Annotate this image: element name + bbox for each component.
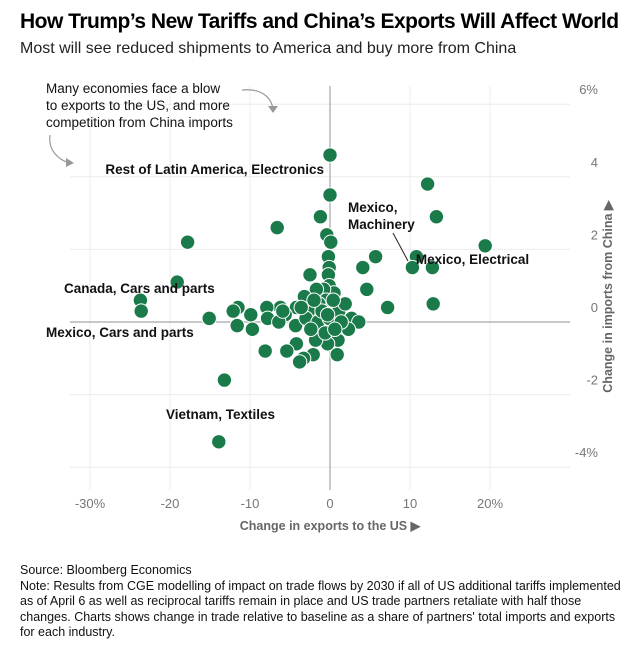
data-point — [359, 281, 375, 298]
x-tick-label: -20 — [161, 496, 180, 511]
data-point — [351, 314, 367, 330]
point-label: Rest of Latin America, Electronics — [105, 162, 324, 177]
data-point — [325, 292, 341, 308]
data-point — [428, 209, 445, 225]
x-axis-label: Change in exports to the US ▶ — [240, 519, 422, 533]
data-point — [302, 267, 318, 283]
point-label: Vietnam, Textiles — [166, 407, 275, 422]
data-point — [327, 321, 343, 337]
data-point — [477, 238, 493, 254]
annotation: Many economies face a blow to exports to… — [46, 81, 278, 167]
data-point — [229, 317, 245, 334]
chart-title: How Trump’s New Tariffs and China’s Expo… — [20, 10, 619, 33]
y-tick-label: 4 — [591, 155, 598, 170]
chart-footer: Source: Bloomberg Economics Note: Result… — [20, 563, 630, 641]
data-point — [329, 346, 345, 363]
data-point — [323, 234, 339, 250]
data-point — [425, 296, 441, 312]
data-point — [275, 303, 291, 319]
x-tick-label: 10 — [403, 496, 417, 511]
point-label: Mexico, Electrical — [416, 252, 529, 267]
x-tick-label: -10 — [241, 496, 260, 511]
data-point — [291, 354, 308, 370]
x-tick-label: -30% — [75, 496, 106, 511]
x-tick-label: 0 — [326, 496, 333, 511]
data-point — [133, 303, 149, 319]
y-axis-label: Change in imports from China ▶ — [601, 199, 615, 393]
data-point — [257, 343, 273, 359]
data-point — [179, 234, 196, 250]
x-tick-label: 20% — [477, 496, 503, 511]
point-labels: Rest of Latin America, Electronics Mexico… — [46, 162, 529, 422]
note-text: Note: Results from CGE modelling of impa… — [20, 578, 621, 640]
point-label: Canada, Cars and parts — [64, 281, 215, 296]
source-text: Source: Bloomberg Economics — [20, 563, 192, 577]
data-point — [419, 176, 436, 192]
y-tick-label: 2 — [591, 227, 598, 242]
label-leader-line — [392, 232, 409, 262]
data-point — [244, 321, 261, 337]
axes: -30% -20 -10 0 10 20% 6% 4 2 0 -2 -4% Change in expo… — [70, 82, 615, 533]
data-point — [355, 259, 371, 276]
data-point — [312, 209, 329, 225]
scatter-plot: -30% -20 -10 0 10 20% 6% 4 2 0 -2 -4% Change in expo… — [46, 81, 615, 533]
arrowhead-right-icon — [268, 106, 278, 113]
y-tick-label: 6% — [579, 82, 598, 97]
data-point — [379, 299, 396, 316]
data-point — [319, 307, 336, 323]
data-point — [269, 219, 285, 236]
annotation-line-2: to exports to the US, and more — [46, 98, 230, 113]
data-point — [306, 292, 322, 308]
data-point — [225, 303, 241, 319]
point-label: Mexico, Machinery — [348, 200, 415, 232]
annotation-line-3: competition from China imports — [46, 115, 233, 130]
data-point — [293, 299, 309, 316]
y-tick-label: -4% — [575, 445, 599, 460]
annotation-arrow-right — [241, 89, 274, 111]
annotation-line-1: Many economies face a blow — [46, 81, 220, 96]
data-point — [404, 259, 421, 276]
data-point — [279, 343, 295, 359]
points — [132, 147, 493, 450]
y-tick-label: 0 — [591, 300, 598, 315]
y-tick-label: -2 — [586, 373, 598, 388]
data-point — [322, 147, 338, 163]
data-point — [216, 372, 233, 388]
data-point — [424, 259, 441, 276]
point-label: Mexico, Cars and parts — [46, 325, 194, 340]
chart-subtitle: Most will see reduced shipments to Ameri… — [20, 40, 517, 57]
data-point — [211, 434, 227, 450]
data-point — [287, 317, 304, 334]
data-point — [201, 310, 217, 327]
data-point — [243, 307, 259, 323]
arrowhead-left-icon — [66, 158, 74, 167]
data-point — [169, 274, 185, 290]
data-point — [367, 248, 384, 265]
data-point — [303, 321, 319, 337]
data-point — [322, 187, 338, 203]
